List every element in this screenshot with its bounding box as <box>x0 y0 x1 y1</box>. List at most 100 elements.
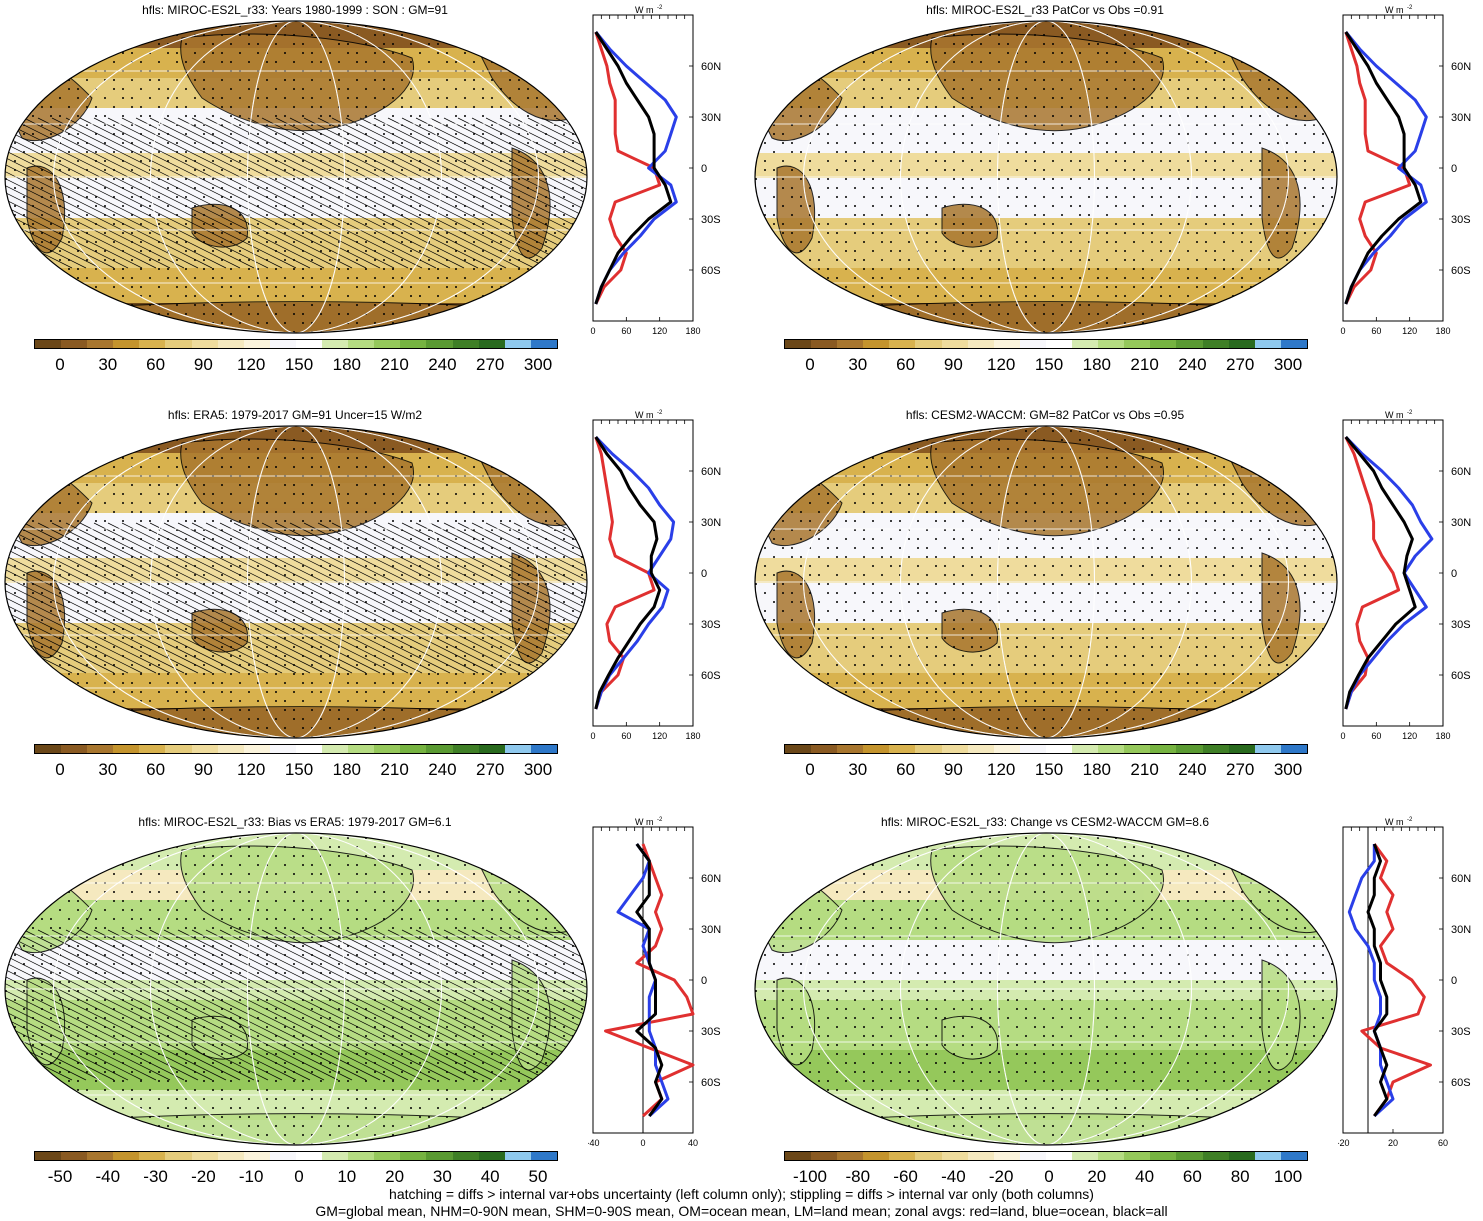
zonal-lat-label: 60S <box>1451 670 1471 682</box>
zonal-x-tick-label: 0 <box>590 731 595 741</box>
zonal-x-tick-label: 180 <box>685 731 700 741</box>
zonal-x-tick-label: 120 <box>1402 731 1417 741</box>
zonal-lat-label: 30N <box>701 112 721 124</box>
colorbar-tick-label: -20 <box>191 1167 216 1186</box>
global-map <box>4 20 588 334</box>
colorbar-tick-label: 90 <box>943 760 963 779</box>
colorbar-tick-label: 150 <box>1034 760 1064 779</box>
zonal-x-tick-label: 40 <box>688 1138 698 1148</box>
colorbar-tick-label: 270 <box>476 760 505 779</box>
zonal-series-land <box>604 843 695 1118</box>
colorbar-tick-label: 240 <box>1178 760 1207 779</box>
colorbar-tick-label: -30 <box>143 1167 168 1186</box>
zonal-lat-label: 30N <box>1451 517 1471 529</box>
zonal-x-tick-label: -40 <box>588 1138 600 1148</box>
colorbar-tick-label: 240 <box>1178 355 1207 374</box>
colorbar-tick-label: 30 <box>98 355 118 374</box>
colorbar-tick-label: 150 <box>1034 355 1064 374</box>
zonal-mean-plot: W m -2 0 60 120 180 60N 30N 0 30S 60S <box>1340 5 1471 336</box>
global-map <box>4 425 588 739</box>
colorbar-tick-label: 120 <box>237 355 266 374</box>
colorbar-tick-label: 120 <box>987 760 1016 779</box>
colorbar-tick-label: 300 <box>1273 355 1303 374</box>
colorbar-tick-label: 180 <box>332 760 361 779</box>
zonal-x-tick-label: 180 <box>685 326 700 336</box>
zonal-x-tick-label: 60 <box>1371 326 1381 336</box>
colorbar <box>784 339 1308 349</box>
zonal-lat-label: 0 <box>1451 975 1457 987</box>
zonal-lat-label: 30N <box>701 924 721 936</box>
colorbar-tick-label: 80 <box>1230 1167 1250 1186</box>
colorbar-tick-label: 60 <box>896 760 916 779</box>
colorbar-tick-label: 40 <box>1135 1167 1155 1186</box>
colorbar-tick-label: 120 <box>987 355 1016 374</box>
zonal-lat-label: 60S <box>1451 1077 1471 1089</box>
zonal-lat-label: 60N <box>1451 466 1471 478</box>
colorbar-tick-label: 180 <box>332 355 361 374</box>
colorbar-tick-label: 270 <box>1226 760 1255 779</box>
map-title: hfls: MIROC-ES2L_r33: Bias vs ERA5: 1979… <box>138 815 452 829</box>
colorbar-tick-label: 300 <box>523 355 553 374</box>
colorbar-tick-label: 50 <box>528 1167 548 1186</box>
zonal-lat-label: 0 <box>701 568 707 580</box>
zonal-lat-label: 0 <box>1451 163 1457 175</box>
colorbar-tick-label: 270 <box>1226 355 1255 374</box>
zonal-series-ocean <box>594 31 678 305</box>
zonal-series-all <box>1344 436 1417 710</box>
zonal-lat-label: 30S <box>701 214 721 226</box>
zonal-x-tick-label: -20 <box>1338 1138 1350 1148</box>
colorbar-tick-label: -20 <box>988 1167 1014 1186</box>
colorbar-tick-label: 210 <box>1130 760 1159 779</box>
colorbar-tick-label: 0 <box>805 760 815 779</box>
colorbar-tick-label: 210 <box>1130 355 1159 374</box>
colorbar-tick-label: 180 <box>1082 760 1111 779</box>
global-map <box>754 20 1338 334</box>
zonal-unit-exponent: -2 <box>1407 5 1413 11</box>
colorbar-tick-label: 90 <box>193 355 213 374</box>
zonal-lat-label: 0 <box>1451 568 1457 580</box>
zonal-x-tick-label: 60 <box>621 731 631 741</box>
colorbar-tick-label: 180 <box>1082 355 1111 374</box>
zonal-lat-label: 60N <box>701 61 721 73</box>
zonal-lat-label: 30S <box>701 1026 721 1038</box>
colorbar-tick-label: -60 <box>893 1167 918 1186</box>
colorbar-tick-label: 40 <box>480 1167 500 1186</box>
map-title: hfls: MIROC-ES2L_r33 PatCor vs Obs =0.91 <box>926 3 1164 17</box>
colorbar-tick-label: 60 <box>1182 1167 1202 1186</box>
zonal-lat-label: 60N <box>701 873 721 885</box>
colorbar-tick-label: 90 <box>943 355 963 374</box>
zonal-lat-label: 30N <box>701 517 721 529</box>
zonal-lat-label: 30N <box>1451 112 1471 124</box>
zonal-lat-label: 0 <box>701 163 707 175</box>
zonal-x-tick-label: 0 <box>1340 326 1345 336</box>
zonal-unit-label: W m <box>1385 5 1404 15</box>
zonal-x-tick-label: 120 <box>1402 326 1417 336</box>
colorbar-tick-label: -100 <box>792 1167 828 1186</box>
zonal-lat-label: 30S <box>701 619 721 631</box>
zonal-unit-label: W m <box>635 5 654 15</box>
zonal-x-tick-label: 60 <box>1438 1138 1448 1148</box>
map-title: hfls: ERA5: 1979-2017 GM=91 Uncer=15 W/m… <box>167 408 423 422</box>
zonal-mean-plot: W m -2 0 60 120 180 60N 30N 0 30S 60S <box>1340 410 1471 741</box>
zonal-series-all <box>594 31 673 305</box>
zonal-mean-plot: W m-2 -20 20 60 60N 30N 0 30S 60S <box>1338 817 1471 1148</box>
zonal-x-tick-label: 0 <box>640 1138 645 1148</box>
zonal-series-all <box>1344 31 1423 305</box>
zonal-series-ocean <box>1344 31 1428 305</box>
zonal-unit-label: W m <box>1385 817 1404 827</box>
colorbar-tick-label: 10 <box>337 1167 357 1186</box>
map-title: hfls: CESM2-WACCM: GM=82 PatCor vs Obs =… <box>905 408 1185 422</box>
zonal-mean-plot: W m-2 -40 0 40 60N 30N 0 30S 60S <box>588 817 721 1148</box>
colorbar-tick-label: 150 <box>284 355 314 374</box>
zonal-x-tick-label: 0 <box>590 326 595 336</box>
panel-top-left: hfls: MIROC-ES2L_r33: Years 1980-1999 : … <box>0 0 733 395</box>
colorbar-tick-label: 210 <box>380 355 409 374</box>
colorbar-tick-label: 90 <box>193 760 213 779</box>
colorbar-tick-label: 20 <box>1087 1167 1107 1186</box>
colorbar-tick-label: 60 <box>146 760 166 779</box>
global-map <box>754 832 1338 1146</box>
zonal-unit-exponent: -2 <box>657 817 663 823</box>
panel-mid-right: hfls: CESM2-WACCM: GM=82 PatCor vs Obs =… <box>750 405 1483 800</box>
zonal-series-ocean <box>594 435 676 710</box>
panel-mid-left: hfls: ERA5: 1979-2017 GM=91 Uncer=15 W/m… <box>0 405 733 800</box>
